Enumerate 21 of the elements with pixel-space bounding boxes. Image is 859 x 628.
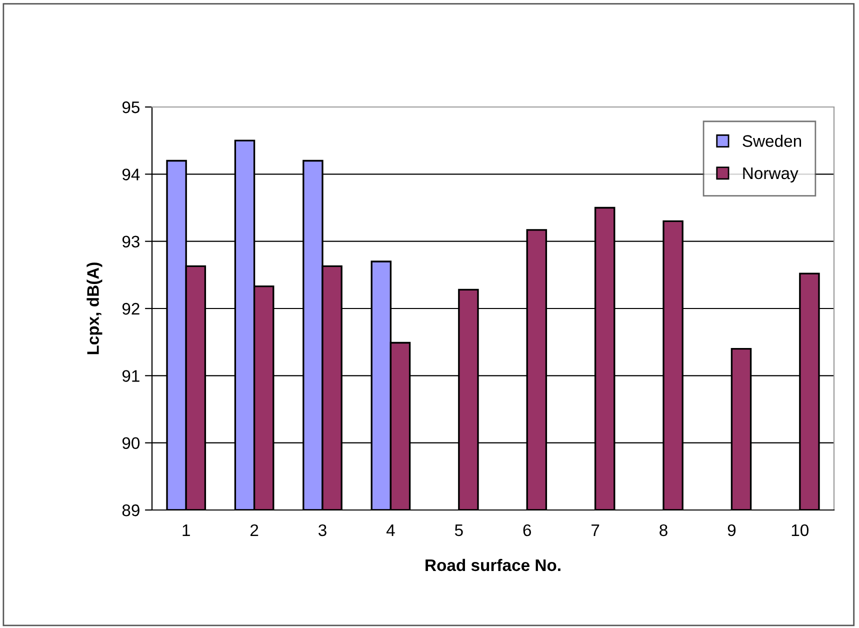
y-tick-label: 93 [122, 236, 140, 248]
x-tick-label: 10 [792, 524, 809, 536]
x-tick-label: 8 [660, 524, 668, 536]
x-tick-label: 2 [250, 524, 258, 536]
y-tick-label: 92 [122, 302, 140, 315]
y-tick-label: 89 [122, 504, 140, 516]
x-tick-label: 5 [454, 524, 463, 536]
x-tick-label: 4 [386, 524, 395, 536]
legend-label: Sweden [742, 134, 802, 147]
x-tick-label: 9 [728, 524, 736, 536]
y-tick-label: 94 [122, 168, 140, 180]
y-tick-label: 91 [122, 370, 140, 382]
x-tick-label: 7 [592, 524, 600, 536]
y-tick-label: 90 [122, 437, 140, 450]
x-tick-label: 1 [182, 524, 190, 536]
y-tick-label: 95 [122, 101, 140, 114]
y-axis-title: Lcpx, dB(A) [86, 262, 102, 354]
x-axis-title: Road surface No. [426, 558, 560, 572]
x-tick-label: 3 [318, 524, 326, 536]
legend-label: Norway [743, 168, 798, 182]
x-tick-label: 6 [523, 524, 531, 536]
